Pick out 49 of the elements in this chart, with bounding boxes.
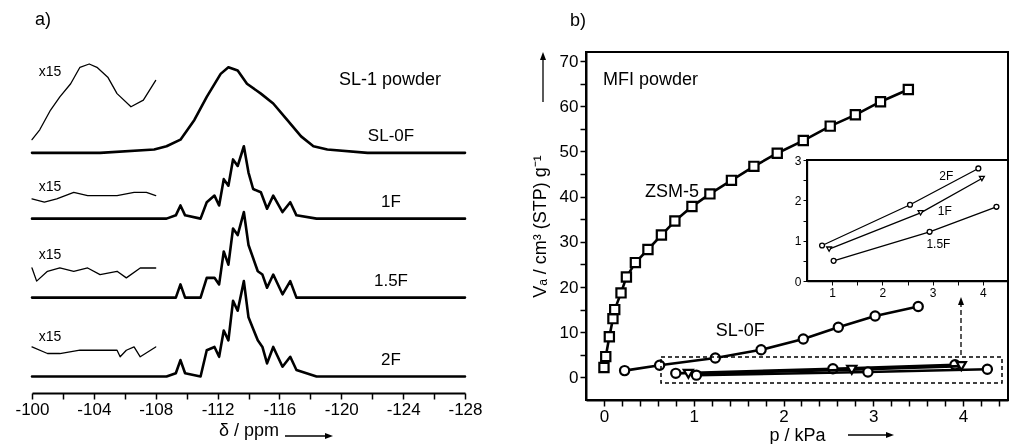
y-tick-label: 10 <box>559 322 579 342</box>
chart-title: b) <box>570 10 587 30</box>
annotation: MFI powder <box>603 69 699 89</box>
series-label: ZSM-5 <box>644 181 699 202</box>
y-axis-title: Vₐ / cm³ (STP) g⁻¹ <box>529 155 550 298</box>
x-tick-label: 2 <box>879 285 887 300</box>
series-label: 1F <box>381 191 401 211</box>
y-tick-label: 60 <box>559 96 579 116</box>
annotation: x15 <box>38 246 62 262</box>
x-tick-label: 4 <box>980 285 988 300</box>
annotation: x15 <box>38 328 62 344</box>
x-tick-label: 3 <box>869 406 879 426</box>
y-tick-label: 1 <box>794 234 802 249</box>
x-tick-label: 1 <box>829 285 837 300</box>
series-label: 1.5F <box>926 236 951 251</box>
y-tick-label: 70 <box>559 51 579 71</box>
series-label: 2F <box>381 349 401 369</box>
y-tick-label: 3 <box>794 153 802 168</box>
series-label: 1F <box>937 203 952 218</box>
y-tick-label: 0 <box>794 274 802 289</box>
y-tick-label: 30 <box>559 232 579 252</box>
y-tick-label: 0 <box>569 367 579 387</box>
series-label: 1.5F <box>373 270 409 290</box>
series-label: SL-0F <box>715 319 765 340</box>
x-tick-label: 4 <box>958 406 969 426</box>
x-tick-label: 2 <box>779 406 789 426</box>
annotation: x15 <box>38 63 62 79</box>
x-tick-label: 3 <box>929 285 937 300</box>
x-tick-label: -108 <box>139 399 174 419</box>
x-axis-title: p / kPa <box>769 424 827 444</box>
series-label: SL-0F <box>367 125 415 145</box>
x-tick-label: -124 <box>386 399 421 419</box>
x-tick-label: 0 <box>599 406 610 426</box>
chart-title: a) <box>35 9 52 30</box>
annotation: x15 <box>38 178 62 194</box>
y-tick-label: 20 <box>559 277 579 297</box>
x-tick-label: -100 <box>15 399 50 419</box>
x-tick-label: -104 <box>77 399 112 419</box>
y-tick-label: 50 <box>559 141 579 161</box>
x-tick-label: 1 <box>689 406 699 426</box>
x-tick-label: -128 <box>448 399 483 419</box>
x-tick-label: -116 <box>263 399 297 419</box>
x-axis-title: δ / ppm <box>218 419 280 440</box>
x-tick-label: -120 <box>324 399 359 419</box>
y-tick-label: 2 <box>794 193 802 208</box>
y-tick-label: 40 <box>559 187 579 207</box>
series-label: 2F <box>939 169 954 184</box>
annotation: SL-1 powder <box>338 69 442 89</box>
x-tick-label: -112 <box>201 399 235 419</box>
